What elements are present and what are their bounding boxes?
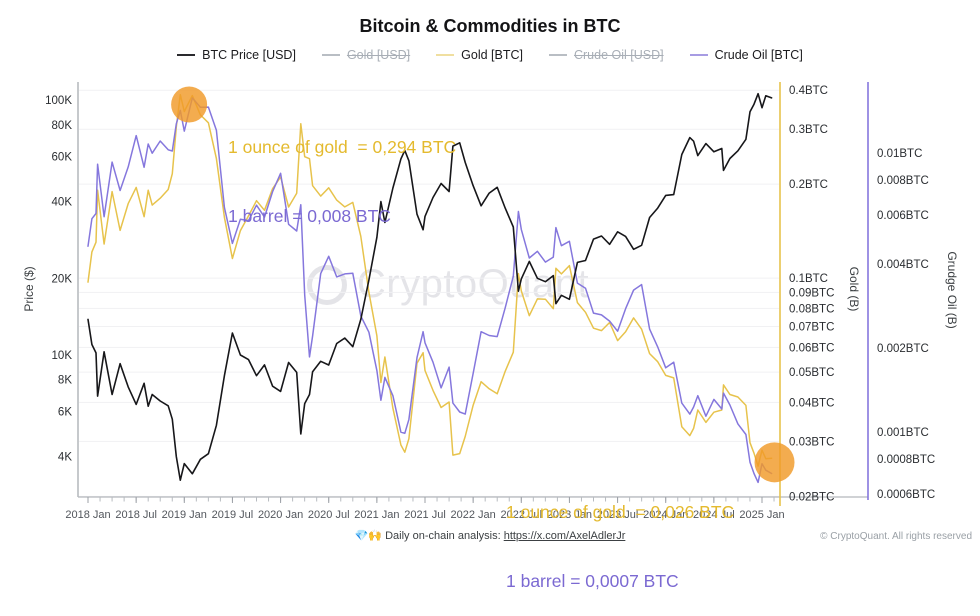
price-tick-label: 40K [52,197,73,209]
gold-tick-label: 0.3BTC [789,124,828,136]
diamond-hands-emoji: 💎🙌 [354,530,383,542]
oil-tick-label: 0.002BTC [877,343,929,355]
legend-swatch-icon [177,54,196,56]
legend-item-crude-oil-usd[interactable]: Crude Oil [USD] [548,48,664,62]
oil-tick-label: 0.0006BTC [877,489,935,501]
watermark-text: CryptoQuant [356,262,590,306]
gold-tick-label: 0.07BTC [789,321,834,333]
price-tick-label: 20K [52,273,73,285]
price-tick-label: 100K [45,95,72,107]
gold-tick-label: 0.02BTC [789,491,834,503]
price-tick-label: 6K [58,407,72,419]
gold-tick-label: 0.4BTC [789,85,828,97]
legend: BTC Price [USD] Gold [USD] Gold [BTC] Crude… [0,48,980,62]
x-tick-label: 2020 Jan [258,509,303,521]
cryptoquant-logo-icon [306,264,347,305]
annotation-oil-rate: 1 barrel = 0,0007 BTC [506,571,679,591]
footer-note: 💎🙌 Daily on-chain analysis: https://x.co… [0,529,980,542]
copyright-text: © CryptoQuant. All rights reserved [820,531,972,542]
legend-item-gold-usd[interactable]: Gold [USD] [321,48,411,62]
price-axis-title: Price ($) [22,266,36,311]
price-tick-label: 4K [58,451,72,463]
x-tick-label: 2019 Jul [212,509,254,521]
x-tick-label: 2019 Jan [162,509,207,521]
annotation-gold-rate: 1 ounce of gold = 0,026 BTC [506,502,735,522]
legend-swatch-icon [689,54,708,56]
x-tick-label: 2018 Jul [115,509,157,521]
price-tick-label: 60K [52,152,73,164]
x-tick-label: 2023 Jul [597,509,639,521]
oil-tick-label: 0.006BTC [877,210,929,222]
x-tick-label: 2022 Jul [500,509,542,521]
legend-item-gold-btc[interactable]: Gold [BTC] [436,48,523,62]
x-tick-label: 2021 Jan [354,509,399,521]
highlight-circle [171,86,208,123]
gold-tick-label: 0.03BTC [789,436,834,448]
x-tick-label: 2018 Jan [65,509,110,521]
legend-swatch-icon [548,54,567,56]
gold-tick-label: 0.2BTC [789,179,828,191]
legend-swatch-icon [436,54,455,56]
x-tick-label: 2022 Jan [451,509,496,521]
chart-title: Bitcoin & Commodities in BTC [359,16,621,36]
x-tick-label: 2024 Jan [643,509,688,521]
legend-item-crude-oil-btc[interactable]: Crude Oil [BTC] [689,48,803,62]
x-tick-label: 2024 Jul [693,509,735,521]
x-tick-label: 2021 Jul [404,509,446,521]
x-tick-label: 2020 Jul [308,509,350,521]
price-tick-label: 10K [52,350,73,362]
gold-axis-title: Gold (B) [847,267,861,312]
author-link[interactable]: https://x.com/AxelAdlerJr [503,530,626,542]
gold-tick-label: 0.05BTC [789,367,834,379]
highlight-circle [754,442,795,483]
annotation-oil-rate: 1 barrel = 0,008 BTC [228,206,391,226]
x-tick-label: 2025 Jan [739,509,784,521]
oil-tick-label: 0.001BTC [877,427,929,439]
series-line-crude-oil-btc [87,97,773,484]
legend-item-label: Gold [USD] [346,48,411,62]
gold-tick-label: 0.1BTC [789,273,828,285]
annotation-2019-peak: 1 ounce of gold = 0,294 BTC 1 barrel = 0… [228,90,456,251]
gold-tick-label: 0.06BTC [789,342,834,354]
gold-tick-label: 0.09BTC [789,287,834,299]
oil-tick-label: 0.004BTC [877,259,929,271]
gold-tick-label: 0.08BTC [789,303,834,315]
legend-swatch-icon [321,54,340,56]
annotation-gold-rate: 1 ounce of gold = 0,294 BTC [228,137,457,157]
legend-item-btc-price-usd[interactable]: BTC Price [USD] [177,48,296,62]
chart-plot-area[interactable]: 2018 Jan 2018 Jul 2019 Jan 2019 Jul 2020 Jan… [0,0,980,551]
legend-item-label: BTC Price [USD] [202,48,296,62]
series-line-btc-price-usd [87,92,773,482]
footer-note-text: Daily on-chain analysis: [382,530,504,542]
gold-tick-label: 0.04BTC [789,397,834,409]
oil-axis-title: Grudge Oil (B) [945,251,959,328]
x-tick-label: 2023 Jan [547,509,592,521]
price-tick-label: 80K [52,120,73,132]
oil-tick-label: 0.0008BTC [877,454,935,466]
oil-tick-label: 0.008BTC [877,175,929,187]
watermark: CryptoQuant [0,262,896,307]
legend-item-label: Crude Oil [USD] [573,48,664,62]
oil-tick-label: 0.01BTC [877,148,922,160]
legend-item-label: Gold [BTC] [461,48,523,62]
legend-item-label: Crude Oil [BTC] [714,48,803,62]
price-tick-label: 8K [58,375,72,387]
